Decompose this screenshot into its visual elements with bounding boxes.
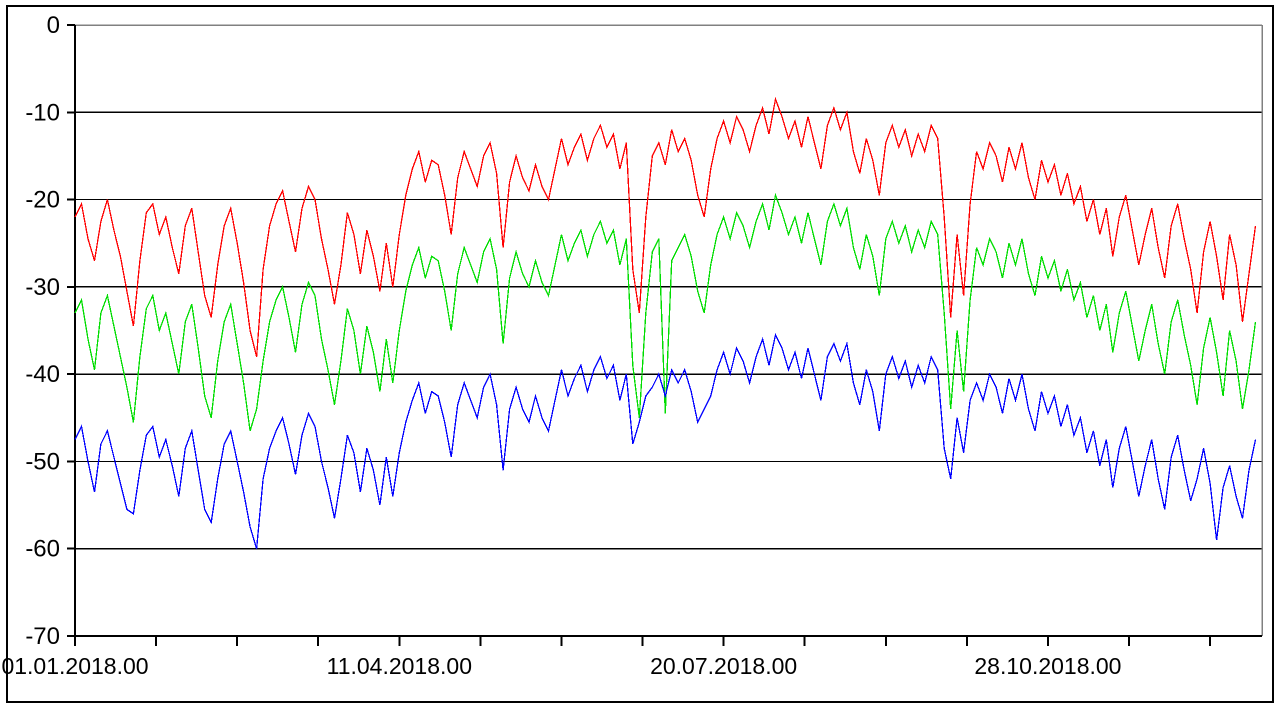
y-axis-label: -10 [25, 99, 60, 126]
y-axis-label: -50 [25, 448, 60, 475]
series-green [74, 192, 1257, 432]
y-axis-label: -20 [25, 187, 60, 214]
x-axis-label: 01.01.2018.00 [1, 653, 148, 679]
y-axis-label: -30 [25, 274, 60, 301]
series-blue [74, 332, 1257, 549]
x-axis-label: 11.04.2018.00 [327, 653, 472, 679]
series-red [74, 96, 1257, 357]
outer-border [6, 5, 1274, 703]
y-axis-label: -60 [25, 536, 60, 563]
x-axis-label: 28.10.2018.00 [974, 653, 1121, 679]
y-axis-label: -70 [25, 623, 60, 650]
x-axis-label: 20.07.2018.00 [650, 653, 797, 679]
y-axis-label: 0 [47, 12, 60, 39]
y-axis-label: -40 [25, 361, 60, 388]
